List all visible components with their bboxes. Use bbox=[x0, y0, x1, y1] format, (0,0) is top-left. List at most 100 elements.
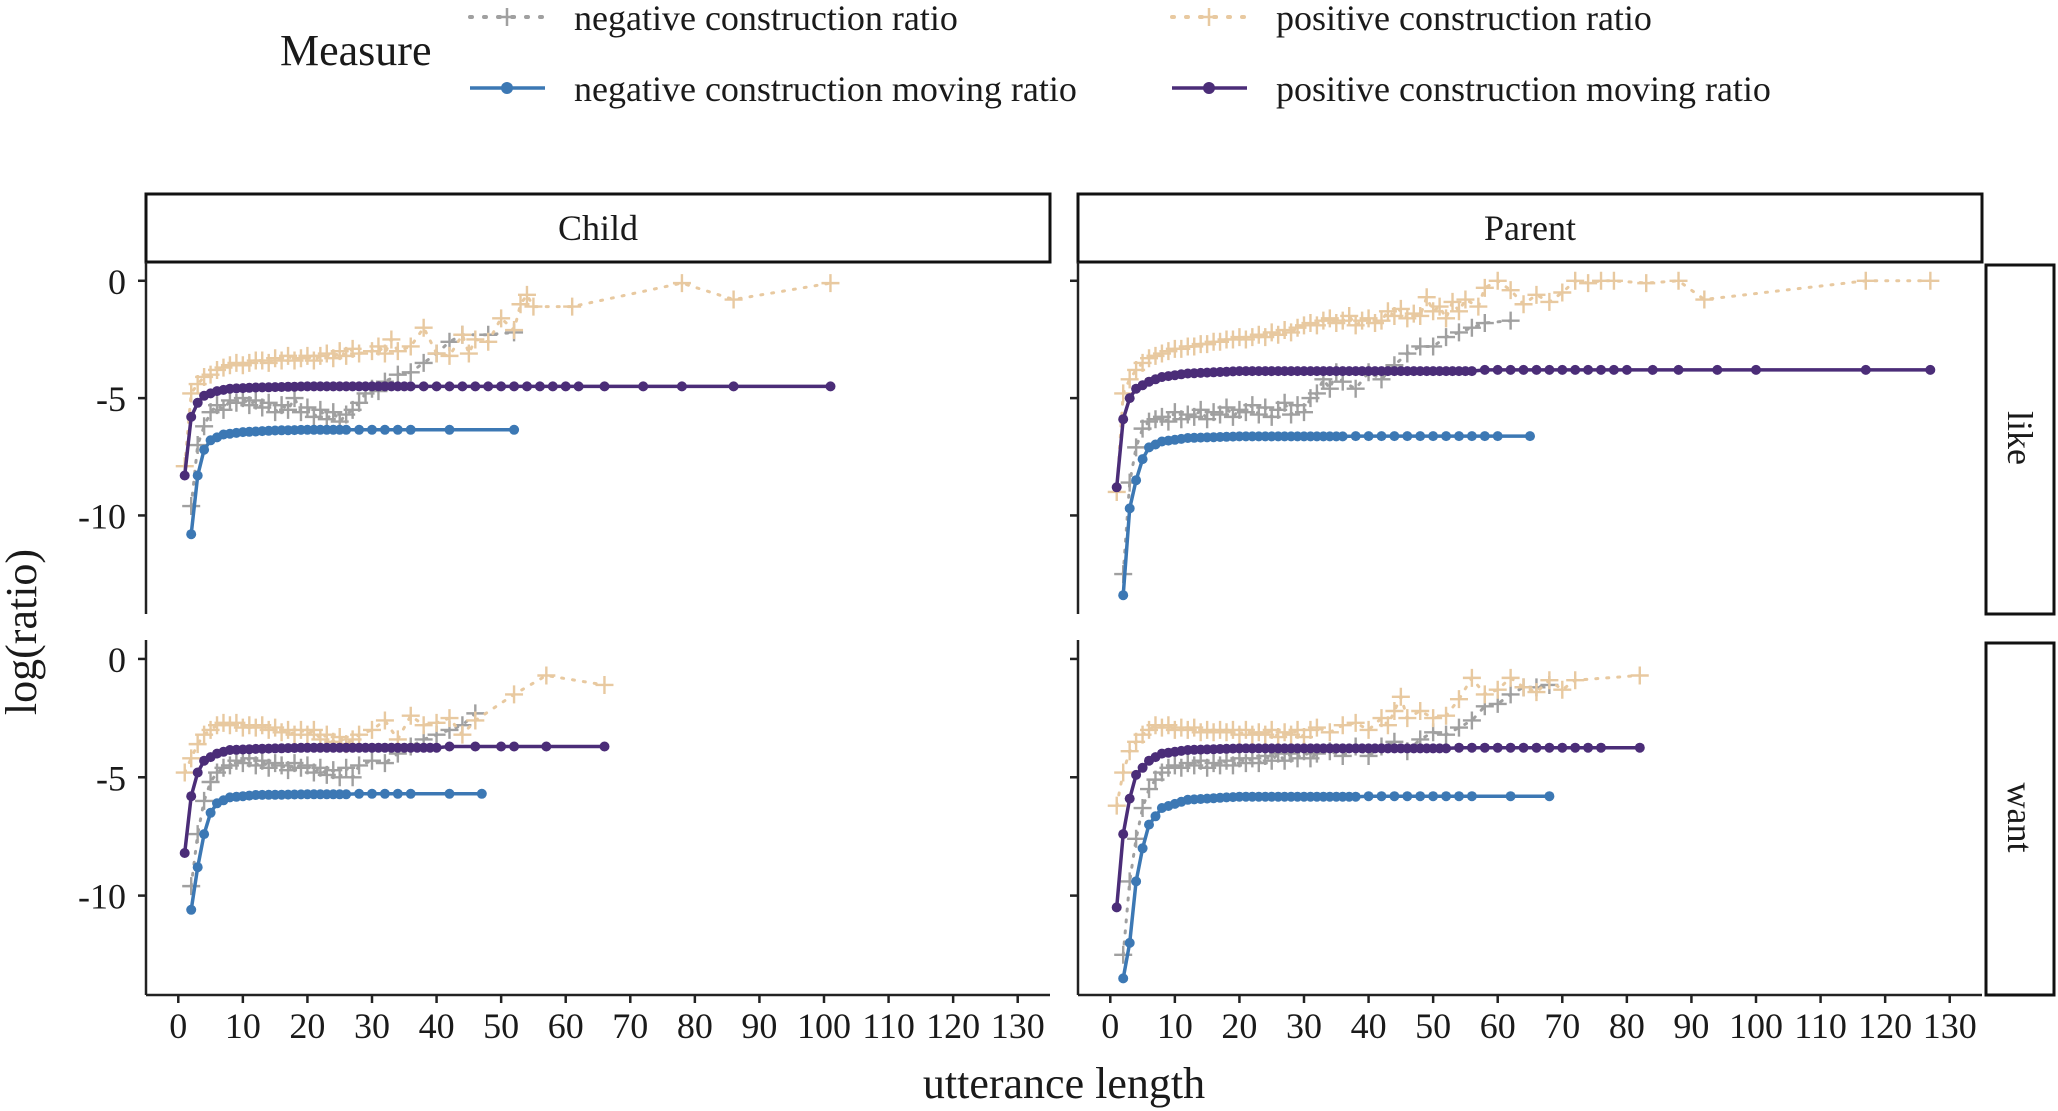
data-point bbox=[1295, 403, 1313, 422]
legend-entry-pos_moving: positive construction moving ratio bbox=[1172, 69, 1771, 109]
data-point bbox=[1111, 902, 1122, 913]
data-point bbox=[1466, 742, 1477, 753]
data-point bbox=[505, 685, 524, 704]
x-tick-label: 10 bbox=[1157, 1006, 1193, 1046]
data-point bbox=[1437, 706, 1456, 725]
data-point bbox=[1441, 743, 1452, 754]
data-point bbox=[1695, 290, 1714, 309]
data-point bbox=[1479, 431, 1490, 442]
data-point bbox=[1449, 690, 1468, 709]
data-point bbox=[547, 381, 558, 392]
data-point bbox=[1637, 274, 1656, 293]
data-point bbox=[1111, 482, 1122, 493]
series-line bbox=[1121, 319, 1513, 576]
data-point bbox=[1124, 393, 1135, 404]
data-point bbox=[1402, 791, 1413, 802]
data-point bbox=[337, 758, 356, 777]
data-point bbox=[1462, 318, 1481, 337]
data-point bbox=[1118, 829, 1129, 840]
data-point bbox=[1150, 811, 1161, 822]
data-point bbox=[375, 754, 394, 773]
data-point bbox=[483, 381, 494, 392]
legend-entry-neg_ratio: negative construction ratio bbox=[468, 0, 958, 38]
data-point bbox=[1415, 791, 1426, 802]
data-point bbox=[1925, 364, 1936, 375]
series-pos_ratio bbox=[175, 274, 840, 476]
legend-entry-pos_ratio: positive construction ratio bbox=[1170, 0, 1652, 38]
data-point bbox=[1540, 671, 1559, 690]
data-point bbox=[382, 330, 401, 349]
series-pos_moving bbox=[1111, 742, 1645, 913]
data-point bbox=[1475, 278, 1494, 297]
data-point bbox=[1114, 763, 1133, 782]
data-point bbox=[1107, 796, 1126, 815]
data-point bbox=[1544, 742, 1555, 753]
data-point bbox=[1570, 364, 1581, 375]
data-point bbox=[1137, 454, 1148, 465]
data-point bbox=[541, 741, 552, 752]
series-pos_moving bbox=[1111, 364, 1936, 493]
data-point bbox=[388, 365, 407, 384]
data-point bbox=[1350, 791, 1361, 802]
legend-label: positive construction ratio bbox=[1276, 0, 1652, 38]
data-point bbox=[427, 344, 446, 363]
x-tick-label: 120 bbox=[926, 1006, 980, 1046]
x-tick-label: 130 bbox=[1923, 1006, 1977, 1046]
data-point bbox=[496, 741, 507, 752]
data-point bbox=[388, 342, 407, 361]
data-point bbox=[199, 829, 210, 840]
y-tick-label: -10 bbox=[78, 496, 126, 536]
data-point bbox=[1243, 396, 1262, 415]
data-point bbox=[537, 666, 556, 685]
data-point bbox=[638, 381, 649, 392]
panel-child-like bbox=[175, 274, 840, 540]
data-point bbox=[1514, 678, 1533, 697]
data-point bbox=[427, 713, 446, 732]
data-point bbox=[367, 424, 377, 435]
data-point bbox=[1505, 791, 1516, 802]
panel-parent-like bbox=[1107, 271, 1940, 601]
data-point bbox=[182, 749, 201, 768]
data-point bbox=[401, 363, 420, 382]
data-point bbox=[1525, 431, 1535, 442]
data-point bbox=[1424, 337, 1443, 356]
x-tick-label: 100 bbox=[1729, 1006, 1783, 1046]
x-tick-label: 0 bbox=[169, 1006, 187, 1046]
data-point bbox=[1501, 311, 1520, 330]
data-point bbox=[1346, 379, 1365, 398]
legend: Measure negative construction ratio posit… bbox=[280, 0, 1771, 109]
data-point bbox=[199, 444, 210, 455]
data-point bbox=[1469, 297, 1488, 316]
series-pos_moving bbox=[179, 381, 836, 481]
data-point bbox=[595, 675, 614, 694]
x-tick-label: 120 bbox=[1858, 1006, 1912, 1046]
data-point bbox=[401, 337, 420, 356]
series-neg_ratio bbox=[1114, 311, 1520, 584]
data-point bbox=[1514, 295, 1533, 314]
data-point bbox=[470, 381, 481, 392]
x-tick-label: 110 bbox=[862, 1006, 915, 1046]
data-point bbox=[405, 424, 416, 435]
data-point bbox=[1479, 742, 1490, 753]
data-point bbox=[192, 767, 203, 778]
x-tick-label: 80 bbox=[1609, 1006, 1645, 1046]
x-tick-label: 10 bbox=[225, 1006, 261, 1046]
series-line bbox=[189, 330, 516, 508]
data-point bbox=[524, 297, 543, 316]
x-tick-label: 30 bbox=[1286, 1006, 1322, 1046]
data-point bbox=[1596, 742, 1606, 753]
data-point bbox=[1398, 709, 1417, 728]
data-point bbox=[599, 741, 610, 752]
data-point bbox=[496, 381, 507, 392]
data-point bbox=[1131, 876, 1142, 887]
data-point bbox=[1647, 364, 1658, 375]
data-point bbox=[457, 381, 468, 392]
data-point bbox=[375, 344, 394, 363]
x-tick-label: 70 bbox=[1544, 1006, 1580, 1046]
data-point bbox=[1527, 683, 1546, 702]
data-point bbox=[1466, 366, 1477, 377]
data-point bbox=[311, 400, 330, 419]
strip-box bbox=[144, 192, 1052, 264]
series-neg_moving bbox=[1118, 431, 1535, 601]
data-point bbox=[466, 711, 485, 730]
